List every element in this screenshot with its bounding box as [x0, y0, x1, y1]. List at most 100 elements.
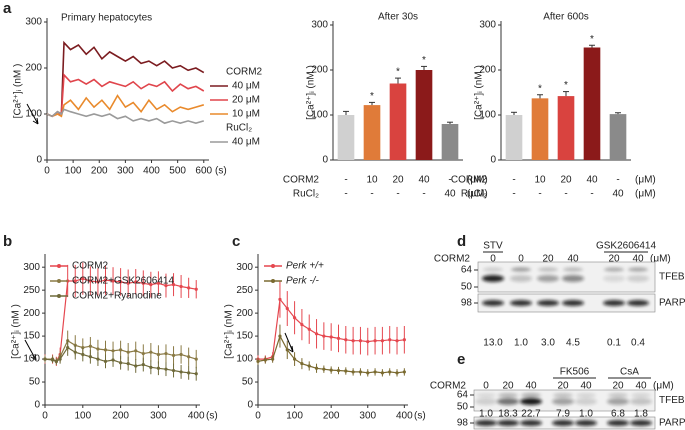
data-point [285, 348, 289, 352]
blot-band [476, 393, 496, 398]
x-axis-label: (s) [215, 166, 227, 177]
blot-band [607, 398, 629, 406]
y-tick-label: 100 [23, 354, 40, 365]
table-unit: (μM) [635, 175, 656, 186]
data-point [358, 339, 363, 343]
data-point [366, 340, 370, 344]
data-point [103, 348, 108, 352]
table-cell: - [616, 175, 619, 186]
panel-label: c [232, 233, 240, 250]
mw-marker: 64 [461, 265, 473, 276]
blot-band [510, 300, 532, 306]
data-point [96, 357, 100, 361]
data-point [395, 371, 399, 375]
data-point [156, 281, 161, 285]
blot-band [575, 398, 597, 406]
y-tick-label: 50 [29, 377, 41, 388]
blot-band [475, 420, 497, 426]
legend-label: CORM2 [72, 261, 109, 272]
data-point [164, 283, 168, 288]
data-point [96, 280, 100, 284]
data-point [156, 352, 161, 357]
data-point [171, 368, 176, 373]
data-point [134, 280, 138, 284]
data-point [300, 323, 304, 327]
y-tick-label: 0 [490, 155, 496, 166]
blot-band [511, 267, 531, 272]
x-tick-label: 500 [169, 166, 186, 177]
lane-label: 40 [632, 254, 644, 265]
blot-band [482, 300, 504, 306]
series-line [46, 40, 205, 118]
group-label: CsA [620, 367, 639, 378]
y-tick-label: 100 [236, 354, 253, 365]
quantification: 0.4 [631, 338, 645, 349]
blot-treatment: CORM2 [434, 254, 471, 265]
lane-label: 40 [567, 254, 579, 265]
blot-band [521, 393, 541, 398]
data-point [307, 327, 311, 331]
row-label: PARP1 [659, 298, 685, 309]
table-cell: 10 [534, 175, 546, 186]
y-tick-label: 300 [25, 17, 42, 28]
blot-band [608, 393, 628, 398]
data-point [402, 338, 406, 342]
blot-band [630, 420, 652, 426]
blot-band [604, 267, 624, 272]
y-tick-label: 250 [23, 285, 40, 296]
lane-label: 0 [483, 381, 489, 392]
data-point [111, 349, 115, 353]
quantification: 7.9 [556, 409, 570, 420]
y-tick-label: 100 [311, 110, 328, 121]
legend-label: 20 μM [232, 95, 260, 106]
data-point [156, 366, 161, 370]
data-point [395, 339, 399, 343]
row-label: TFEB [659, 395, 685, 406]
data-point [358, 370, 363, 374]
y-tick-label: 50 [242, 377, 254, 388]
table-cell: - [512, 189, 515, 200]
table-cell: - [538, 189, 541, 200]
panel-label: d [457, 233, 466, 250]
data-point [336, 368, 341, 373]
data-point [278, 334, 282, 338]
bar [337, 115, 355, 160]
series-line [46, 73, 205, 118]
data-point [88, 355, 92, 359]
y-axis-label: [Ca²⁺]ᵢ (nM ) [11, 304, 22, 359]
bar [389, 83, 407, 160]
significance: * [538, 83, 542, 94]
blot-band [603, 300, 625, 306]
quantification: 1.8 [634, 409, 648, 420]
legend-title: CORM2 [226, 67, 263, 78]
blot-band [538, 267, 558, 272]
chart-title: After 30s [378, 12, 418, 23]
data-point [322, 334, 326, 338]
blot-treatment: CORM2 [430, 381, 467, 392]
y-axis-label: [Ca²⁺]ᵢ (nM ) [13, 64, 24, 119]
data-point [373, 339, 377, 343]
y-axis-label: [Ca²⁺]ᵢ (nM ) [474, 65, 485, 120]
blot-band [562, 300, 584, 306]
data-point [344, 369, 348, 373]
quantification: 3.0 [541, 338, 555, 349]
table-cell: - [370, 189, 373, 200]
significance: * [422, 55, 426, 66]
legend-label: Perk -/- [286, 276, 319, 287]
data-point [134, 364, 138, 368]
data-point [373, 370, 377, 374]
mw-marker: 64 [457, 390, 469, 401]
y-tick-label: 100 [25, 109, 42, 120]
table-cell: 40 [612, 189, 624, 200]
quantification: 4.5 [566, 338, 580, 349]
blot-band [520, 398, 542, 406]
mw-marker: 98 [461, 298, 473, 309]
y-tick-label: 0 [322, 155, 328, 166]
blot-band [520, 420, 542, 426]
legend-label: 40 μM [232, 81, 260, 92]
data-point [179, 352, 183, 357]
data-point [187, 286, 191, 290]
legend-title: RuCl₂ [226, 123, 252, 134]
series-line [46, 108, 205, 125]
